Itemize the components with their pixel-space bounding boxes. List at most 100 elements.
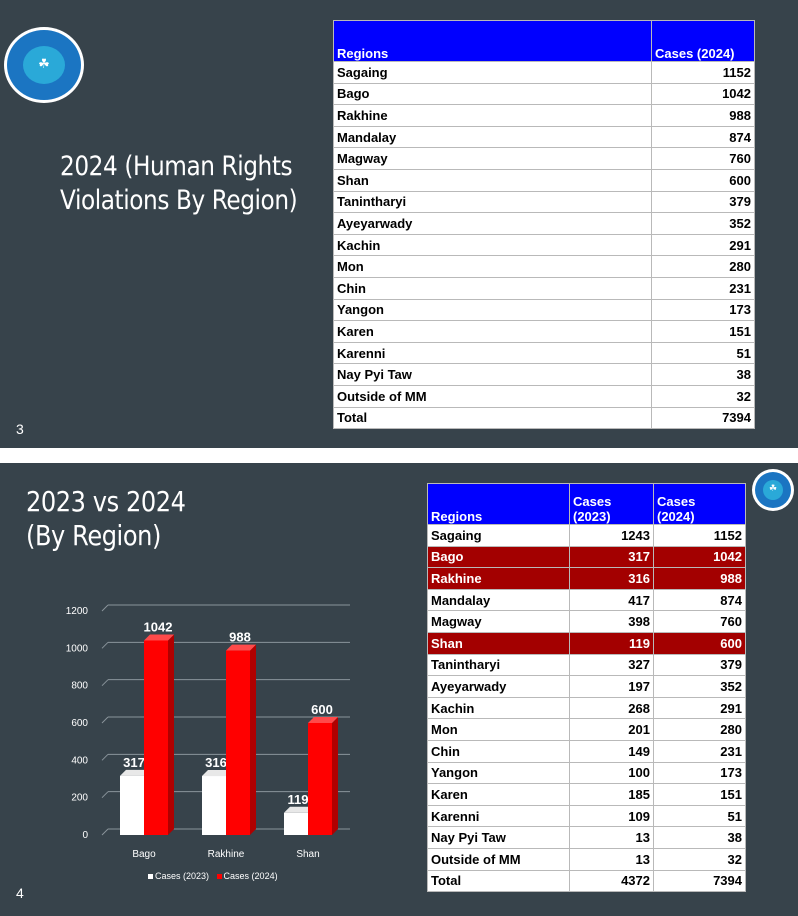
slide-title: 2023 vs 2024 (By Region) <box>26 485 186 552</box>
header-cases-2024: Cases (2024) <box>651 20 755 62</box>
table-row: Nay Pyi Taw 13 38 <box>427 826 746 849</box>
table-row: Karenni 109 51 <box>427 804 746 828</box>
region-cell: Karenni <box>427 804 570 828</box>
table-row: Sagaing 1243 1152 <box>427 524 746 547</box>
cases-2024-cell: 874 <box>653 588 746 612</box>
region-cell: Magway <box>427 610 570 633</box>
x-tick-label: Bago <box>132 849 156 860</box>
table-row: Mon 280 <box>333 255 755 278</box>
cases-cell: 280 <box>651 255 755 278</box>
bar-bago-2024 <box>144 640 168 835</box>
gridline-depth <box>101 679 109 687</box>
table-row: Karenni 51 <box>333 341 755 365</box>
cases-cell: 600 <box>651 168 755 192</box>
region-cell: Total <box>427 869 570 893</box>
cases-cell: 988 <box>651 104 755 127</box>
y-tick-label: 1000 <box>66 643 89 654</box>
header-regions: Regions <box>427 483 570 525</box>
table-row: Karen 151 <box>333 320 755 343</box>
bar-top <box>120 769 150 776</box>
dove-icon: ☘ <box>38 56 50 71</box>
data-label: 988 <box>229 630 251 645</box>
cases-2023-cell: 1243 <box>569 524 654 547</box>
region-cell: Tanintharyi <box>333 190 652 214</box>
gridline-depth <box>101 753 109 761</box>
cases-2024-cell: 280 <box>653 718 746 741</box>
bar-top <box>226 644 256 651</box>
cases-cell: 32 <box>651 384 755 408</box>
cases-2024-cell: 151 <box>653 783 746 806</box>
gridline-depth <box>101 828 109 836</box>
table-row: Karen 185 151 <box>427 783 746 806</box>
table-row: Chin 149 231 <box>427 739 746 763</box>
bar-top <box>308 717 338 723</box>
table-row: Total 4372 7394 <box>427 869 746 893</box>
table-row: Ayeyarwady 197 352 <box>427 675 746 698</box>
region-cell: Chin <box>333 276 652 300</box>
cases-2024-cell: 1042 <box>653 545 746 569</box>
cases-2023-cell: 317 <box>569 545 654 569</box>
y-tick-label: 600 <box>71 718 88 729</box>
data-label: 316 <box>205 755 227 770</box>
cases-2023-cell: 13 <box>569 826 654 849</box>
table-row: Mandalay 417 874 <box>427 588 746 612</box>
table-row: Tanintharyi 379 <box>333 190 755 214</box>
bar-bago-2023 <box>120 775 144 835</box>
table-row: Mon 201 280 <box>427 718 746 741</box>
table-row: Outside of MM 32 <box>333 384 755 408</box>
cases-cell: 874 <box>651 125 755 149</box>
region-cell: Rakhine <box>333 104 652 127</box>
table-row: Sagaing 1152 <box>333 61 755 84</box>
region-cell: Total <box>333 406 652 430</box>
table-row: Bago 317 1042 <box>427 545 746 569</box>
table-row: Kachin 268 291 <box>427 696 746 720</box>
data-label: 600 <box>311 702 333 717</box>
slide-title: 2024 (Human Rights Violations By Region) <box>60 151 298 216</box>
y-tick-label: 0 <box>82 830 88 841</box>
table-row: Rakhine 988 <box>333 104 755 127</box>
region-cell: Karen <box>333 320 652 343</box>
cases-2023-cell: 149 <box>569 739 654 763</box>
ministry-logo: ☘ <box>4 27 84 103</box>
table-row: Tanintharyi 327 379 <box>427 653 746 677</box>
cases-2024-cell: 291 <box>653 696 746 720</box>
cases-cell: 1042 <box>651 82 755 106</box>
table-row: Yangon 173 <box>333 298 755 322</box>
cases-2024-cell: 51 <box>653 804 746 828</box>
data-label: 119 <box>288 792 309 807</box>
table-header-row: Regions Cases (2023) Cases (2024) <box>427 483 746 525</box>
table-row: Ayeyarwady 352 <box>333 212 755 235</box>
ministry-logo-small: ☘ <box>752 469 794 511</box>
bar-shan-2023 <box>284 812 308 835</box>
cases-2024-cell: 38 <box>653 826 746 849</box>
cases-2024-cell: 173 <box>653 761 746 785</box>
region-cell: Ayeyarwady <box>427 675 570 698</box>
gridline-depth <box>101 716 109 724</box>
region-cell: Outside of MM <box>333 384 652 408</box>
region-cell: Chin <box>427 739 570 763</box>
table-row: Bago 1042 <box>333 82 755 106</box>
cases-2024-cell: 988 <box>653 567 746 590</box>
bar-top <box>202 770 232 777</box>
region-cell: Karen <box>427 783 570 806</box>
cases-2024-cell: 32 <box>653 847 746 871</box>
gridline-depth <box>101 604 109 612</box>
region-cell: Nay Pyi Taw <box>333 363 652 386</box>
cases-2024-cell: 7394 <box>653 869 746 893</box>
cases-cell: 151 <box>651 320 755 343</box>
slide-4: 2023 vs 2024 (By Region) 0 200 400 600 800 10… <box>0 463 798 916</box>
cases-2023-cell: 417 <box>569 588 654 612</box>
bar-rakhine-2024 <box>226 650 250 835</box>
cases-cell: 7394 <box>651 406 755 430</box>
region-cell: Karenni <box>333 341 652 365</box>
bar-side <box>250 644 256 835</box>
table-row: Shan 600 <box>333 168 755 192</box>
region-cell: Shan <box>333 168 652 192</box>
table-row: Shan 119 600 <box>427 631 746 655</box>
region-cell: Sagaing <box>427 524 570 547</box>
table-row: Nay Pyi Taw 38 <box>333 363 755 386</box>
region-cell: Kachin <box>427 696 570 720</box>
cases-cell: 352 <box>651 212 755 235</box>
region-cell: Mon <box>427 718 570 741</box>
region-cell: Tanintharyi <box>427 653 570 677</box>
